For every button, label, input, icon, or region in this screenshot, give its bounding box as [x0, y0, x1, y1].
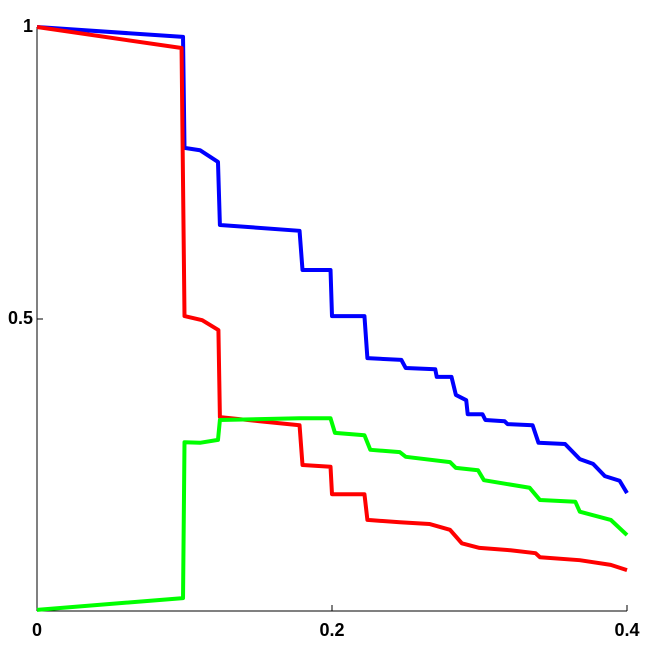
y-tick-label: 1 [23, 16, 33, 36]
series-line [36, 25, 628, 573]
x-tick-label: 0 [32, 620, 42, 640]
series-line [36, 416, 629, 612]
series-line [36, 25, 629, 495]
y-tick-label: 0.5 [8, 308, 33, 328]
x-tick-label: 0.4 [614, 620, 639, 640]
x-tick-label: 0.2 [319, 620, 344, 640]
